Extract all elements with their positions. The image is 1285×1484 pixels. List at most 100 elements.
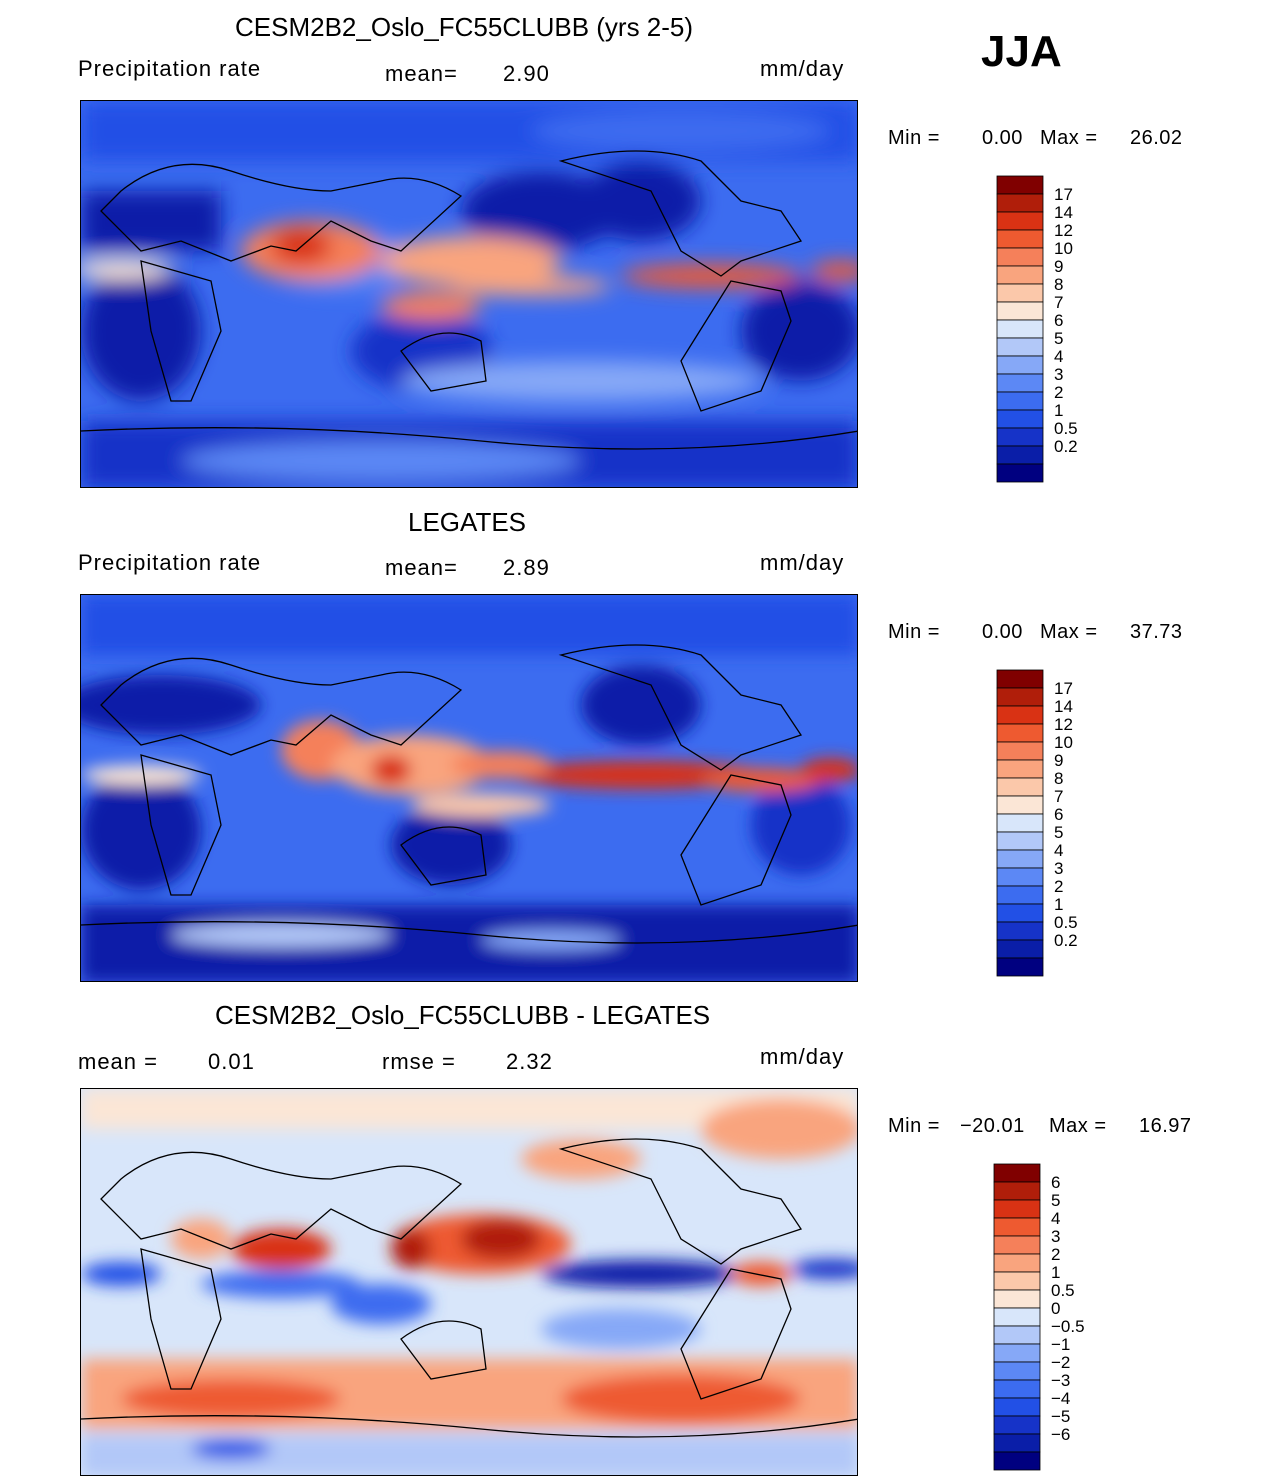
panel-2-title: LEGATES	[408, 507, 527, 537]
colorbar-tick-label: 7	[1054, 293, 1064, 312]
colorbar-swatch	[993, 1289, 1041, 1309]
colorbar-tick-label: 0.2	[1054, 931, 1078, 950]
panel-1-min-value: 0.00	[982, 127, 1023, 149]
colorbar-swatch	[996, 957, 1044, 977]
colorbar-swatch	[993, 1181, 1041, 1201]
panel-2-max-label: Max =	[1040, 621, 1098, 643]
colorbar-tick-label: 6	[1054, 805, 1064, 824]
colorbar-swatch	[996, 921, 1044, 941]
colorbar-tick-label: −4	[1051, 1389, 1071, 1408]
colorbar-swatch	[993, 1325, 1041, 1345]
panel-1-min-label: Min =	[888, 127, 940, 149]
colorbar-swatch	[996, 759, 1044, 779]
colorbar-swatch	[996, 669, 1044, 689]
colorbar-tick-label: 4	[1054, 841, 1064, 860]
colorbar-swatch	[996, 445, 1044, 465]
panel-1-title: CESM2B2_Oslo_FC55CLUBB (yrs 2-5)	[235, 12, 694, 42]
panel-3-min-value: −20.01	[960, 1115, 1025, 1137]
panel-3-rmse-label: rmse =	[382, 1049, 456, 1074]
colorbar-tick-label: −6	[1051, 1425, 1071, 1444]
panel-1-coastlines	[81, 150, 857, 450]
panel-3-max-value: 16.97	[1139, 1115, 1192, 1137]
colorbar-tick-label: 12	[1054, 715, 1073, 734]
colorbar-swatch	[993, 1379, 1041, 1399]
colorbar-tick-label: 0	[1051, 1299, 1061, 1318]
colorbar-swatch	[996, 741, 1044, 761]
colorbar-swatch	[996, 795, 1044, 815]
colorbar-swatch	[996, 175, 1044, 195]
panel-1-map-plot	[81, 101, 857, 487]
colorbar-tick-label: 5	[1051, 1191, 1061, 1210]
colorbar-tick-label: 1	[1051, 1263, 1061, 1282]
colorbar-swatch	[996, 849, 1044, 869]
colorbar-tick-label: 4	[1051, 1209, 1061, 1228]
colorbar-swatch	[996, 813, 1044, 833]
colorbar-swatch	[996, 319, 1044, 339]
colorbar-tick-label: 6	[1051, 1173, 1061, 1192]
colorbar-tick-label: 9	[1054, 751, 1064, 770]
colorbar-swatch	[993, 1271, 1041, 1291]
colorbar-svg	[996, 175, 1044, 483]
colorbar-tick-label: 12	[1054, 221, 1073, 240]
panel-1-mean-value: 2.90	[503, 61, 550, 86]
panel-3-max-label: Max =	[1049, 1115, 1107, 1137]
colorbar-tick-label: 1	[1054, 895, 1064, 914]
colorbar-swatch	[993, 1397, 1041, 1417]
panel-2-colorbar: 17 14 12 10 9 8 7 6 5 4 3 2 1 0.5 0.2	[996, 669, 1078, 982]
panel-3-title: CESM2B2_Oslo_FC55CLUBB - LEGATES	[215, 1000, 711, 1030]
colorbar-swatch	[996, 391, 1044, 411]
colorbar-tick-label: 17	[1054, 185, 1073, 204]
colorbar-swatch	[993, 1307, 1041, 1327]
panel-2-coastlines	[81, 644, 857, 944]
colorbar-tick-label: 0.2	[1054, 437, 1078, 456]
panel-2-variable-label: Precipitation rate	[78, 550, 262, 575]
panel-2-min-value: 0.00	[982, 621, 1023, 643]
colorbar-swatch	[996, 427, 1044, 447]
colorbar-swatch	[996, 867, 1044, 887]
colorbar-swatch	[993, 1217, 1041, 1237]
colorbar-tick-label: 3	[1054, 365, 1064, 384]
colorbar-swatch	[996, 247, 1044, 267]
colorbar-tick-label: 1	[1054, 401, 1064, 420]
panel-2-max-value: 37.73	[1130, 621, 1183, 643]
colorbar-swatch	[996, 265, 1044, 285]
colorbar-tick-label: −2	[1051, 1353, 1071, 1372]
colorbar-swatch	[996, 409, 1044, 429]
panel-1-mean-label: mean=	[385, 61, 458, 86]
colorbar-swatch	[996, 777, 1044, 797]
colorbar-svg	[996, 669, 1044, 977]
panel-1-units: mm/day	[760, 56, 845, 81]
panel-3-map	[80, 1088, 858, 1476]
panel-3-mean-value: 0.01	[208, 1049, 255, 1074]
panel-3-mean-label: mean =	[78, 1049, 158, 1074]
colorbar-swatch	[993, 1343, 1041, 1363]
colorbar-swatch	[996, 687, 1044, 707]
panel-1-variable-label: Precipitation rate	[78, 56, 262, 81]
colorbar-tick-label: 2	[1054, 877, 1064, 896]
colorbar-tick-label: 17	[1054, 679, 1073, 698]
colorbar-swatch	[996, 463, 1044, 483]
colorbar-tick-label: −1	[1051, 1335, 1071, 1354]
colorbar-tick-label: 4	[1054, 347, 1064, 366]
panel-2-map-plot	[81, 595, 857, 981]
panel-3-coastlines	[81, 1138, 857, 1438]
colorbar-swatch	[993, 1253, 1041, 1273]
colorbar-swatch	[996, 193, 1044, 213]
colorbar-tick-label: 2	[1054, 383, 1064, 402]
panel-3-map-plot	[81, 1089, 857, 1475]
panel-3-rmse-value: 2.32	[506, 1049, 553, 1074]
colorbar-swatch	[996, 723, 1044, 743]
panel-1-max-label: Max =	[1040, 127, 1098, 149]
panel-2-mean-label: mean=	[385, 555, 458, 580]
colorbar-swatch	[996, 229, 1044, 249]
panel-3-colorbar: 6 5 4 3 2 1 0.5 0 −0.5 −1 −2 −3 −4 −5 −6	[993, 1163, 1085, 1476]
colorbar-swatch	[996, 903, 1044, 923]
colorbar-tick-label: −0.5	[1051, 1317, 1085, 1336]
colorbar-swatch	[996, 301, 1044, 321]
colorbar-swatch	[996, 337, 1044, 357]
colorbar-swatch	[993, 1451, 1041, 1471]
panel-2-units: mm/day	[760, 550, 845, 575]
season-label: JJA	[981, 27, 1062, 76]
colorbar-tick-label: 8	[1054, 769, 1064, 788]
panel-1-max-value: 26.02	[1130, 127, 1183, 149]
